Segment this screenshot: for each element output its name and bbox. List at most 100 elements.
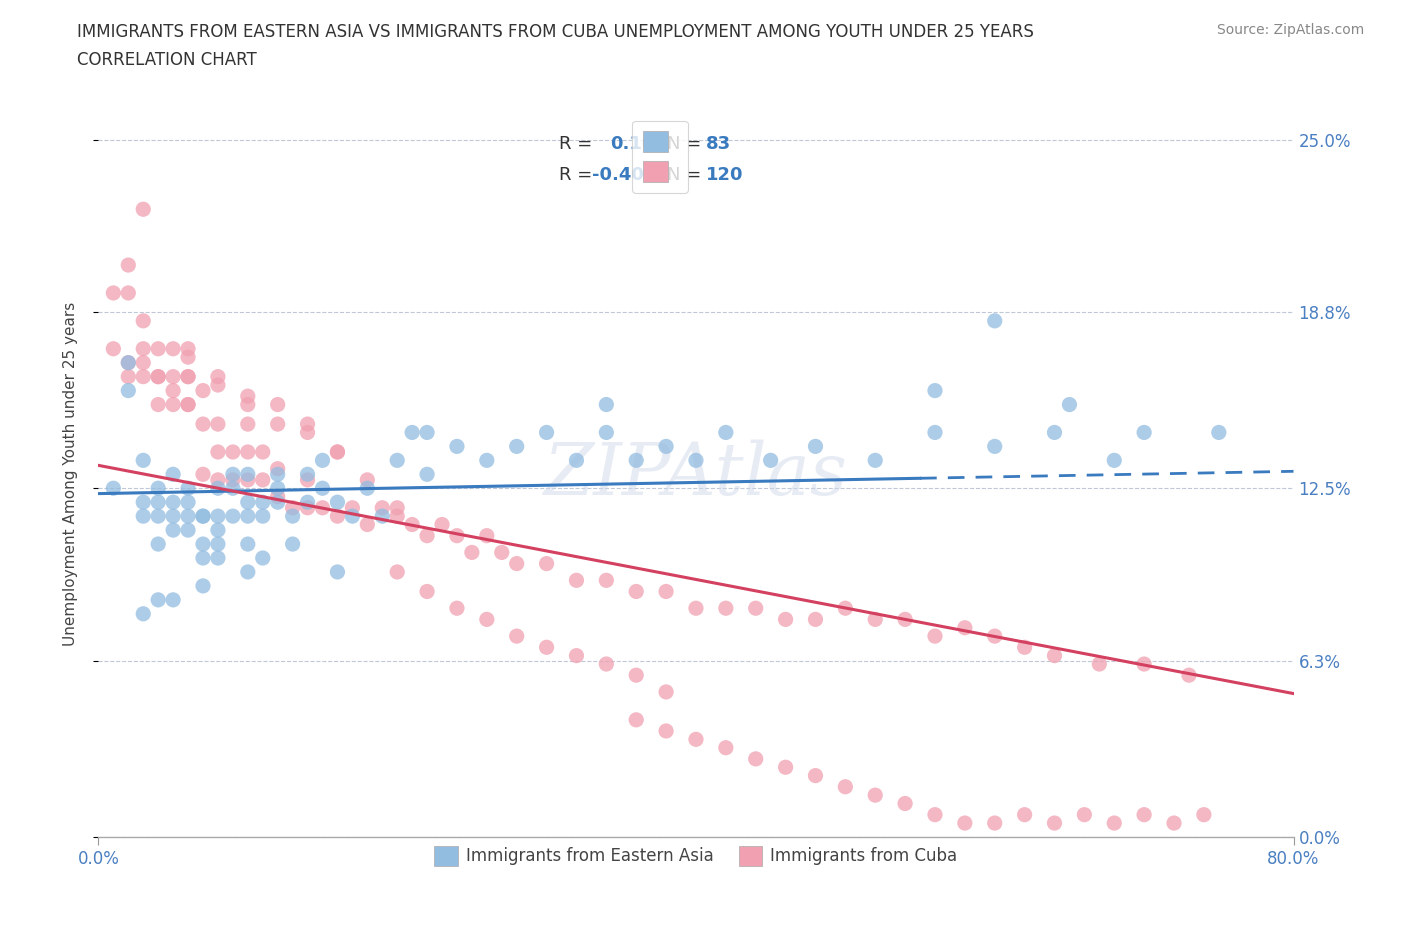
Point [191, 417, 214, 432]
Point [236, 397, 259, 412]
Point [1043, 648, 1066, 663]
Point [446, 528, 468, 543]
Point [117, 369, 139, 384]
Point [491, 545, 513, 560]
Point [267, 495, 290, 510]
Point [1014, 640, 1036, 655]
Point [148, 397, 170, 412]
Point [162, 523, 184, 538]
Point [191, 578, 214, 593]
Point [865, 612, 887, 627]
Point [117, 258, 139, 272]
Point [385, 500, 409, 515]
Point [536, 640, 558, 655]
Point [326, 565, 349, 579]
Point [416, 425, 439, 440]
Point [1163, 816, 1185, 830]
Point [536, 556, 558, 571]
Point [207, 472, 229, 487]
Point [236, 509, 259, 524]
Point [148, 495, 170, 510]
Point [475, 612, 498, 627]
Text: R =: R = [558, 135, 598, 153]
Point [401, 517, 423, 532]
Point [371, 509, 394, 524]
Point [177, 369, 200, 384]
Point [297, 417, 319, 432]
Point [506, 629, 529, 644]
Point [385, 565, 409, 579]
Point [148, 481, 170, 496]
Point [1208, 425, 1230, 440]
Point [148, 509, 170, 524]
Point [356, 517, 378, 532]
Point [252, 551, 274, 565]
Point [371, 500, 394, 515]
Point [207, 417, 229, 432]
Point [236, 565, 259, 579]
Point [191, 551, 214, 565]
Point [267, 481, 290, 496]
Point [924, 807, 946, 822]
Point [311, 481, 333, 496]
Point [132, 495, 155, 510]
Point [595, 397, 617, 412]
Point [595, 573, 617, 588]
Point [565, 648, 588, 663]
Point [222, 445, 245, 459]
Point [685, 453, 707, 468]
Point [759, 453, 782, 468]
Point [401, 425, 423, 440]
Point [132, 313, 155, 328]
Point [162, 467, 184, 482]
Point [222, 509, 245, 524]
Point [236, 537, 259, 551]
Point [356, 481, 378, 496]
Point [177, 350, 200, 365]
Point [385, 453, 409, 468]
Point [536, 425, 558, 440]
Point [984, 816, 1007, 830]
Point [191, 383, 214, 398]
Point [191, 509, 214, 524]
Point [177, 523, 200, 538]
Text: IMMIGRANTS FROM EASTERN ASIA VS IMMIGRANTS FROM CUBA UNEMPLOYMENT AMONG YOUTH UN: IMMIGRANTS FROM EASTERN ASIA VS IMMIGRAN… [77, 23, 1035, 41]
Point [177, 495, 200, 510]
Point [236, 417, 259, 432]
Point [804, 768, 827, 783]
Point [207, 445, 229, 459]
Point [865, 788, 887, 803]
Point [162, 495, 184, 510]
Text: -0.404: -0.404 [592, 166, 657, 184]
Point [984, 629, 1007, 644]
Point [132, 606, 155, 621]
Point [207, 551, 229, 565]
Point [775, 760, 797, 775]
Point [775, 612, 797, 627]
Point [236, 389, 259, 404]
Point [132, 509, 155, 524]
Point [865, 453, 887, 468]
Point [103, 341, 125, 356]
Point [103, 286, 125, 300]
Point [924, 629, 946, 644]
Point [222, 467, 245, 482]
Point [626, 453, 648, 468]
Point [311, 453, 333, 468]
Point [326, 495, 349, 510]
Point [132, 355, 155, 370]
Point [148, 592, 170, 607]
Text: Source: ZipAtlas.com: Source: ZipAtlas.com [1216, 23, 1364, 37]
Point [984, 439, 1007, 454]
Point [714, 425, 737, 440]
Point [475, 528, 498, 543]
Text: N =: N = [668, 135, 707, 153]
Point [565, 573, 588, 588]
Point [148, 369, 170, 384]
Point [117, 383, 139, 398]
Point [446, 601, 468, 616]
Point [385, 509, 409, 524]
Point [177, 397, 200, 412]
Point [222, 481, 245, 496]
Point [236, 472, 259, 487]
